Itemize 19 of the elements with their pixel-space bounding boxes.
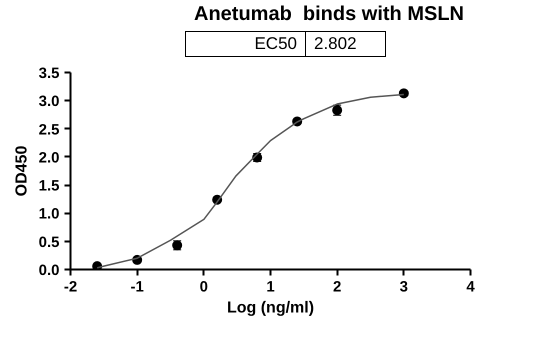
y-tick-label: 0.5: [38, 234, 60, 251]
y-tick-label: 1.0: [38, 206, 60, 223]
x-tick-label: 0: [200, 278, 208, 296]
x-tick-label: -1: [130, 278, 144, 296]
x-tick-label: 4: [466, 278, 476, 296]
x-tick-label: -2: [64, 278, 78, 296]
y-tick-label: 2.5: [38, 121, 60, 138]
x-axis-title: Log (ng/ml): [226, 299, 314, 316]
y-axis-title: OD450: [14, 146, 31, 196]
y-tick-label: 3.0: [38, 93, 60, 110]
table-ec50: EC50 2.802: [185, 30, 386, 57]
x-tick-label: 2: [332, 278, 342, 296]
x-tick-label: 3: [400, 278, 408, 296]
y-tick-label: 3.5: [38, 64, 60, 82]
y-tick-label: 2.0: [38, 149, 60, 166]
x-tick-label: 1: [266, 278, 275, 296]
chart-title: Anetumab binds with MSLN: [194, 2, 464, 27]
y-tick-label: 1.5: [38, 178, 60, 195]
y-tick-label: 0.0: [38, 262, 60, 279]
